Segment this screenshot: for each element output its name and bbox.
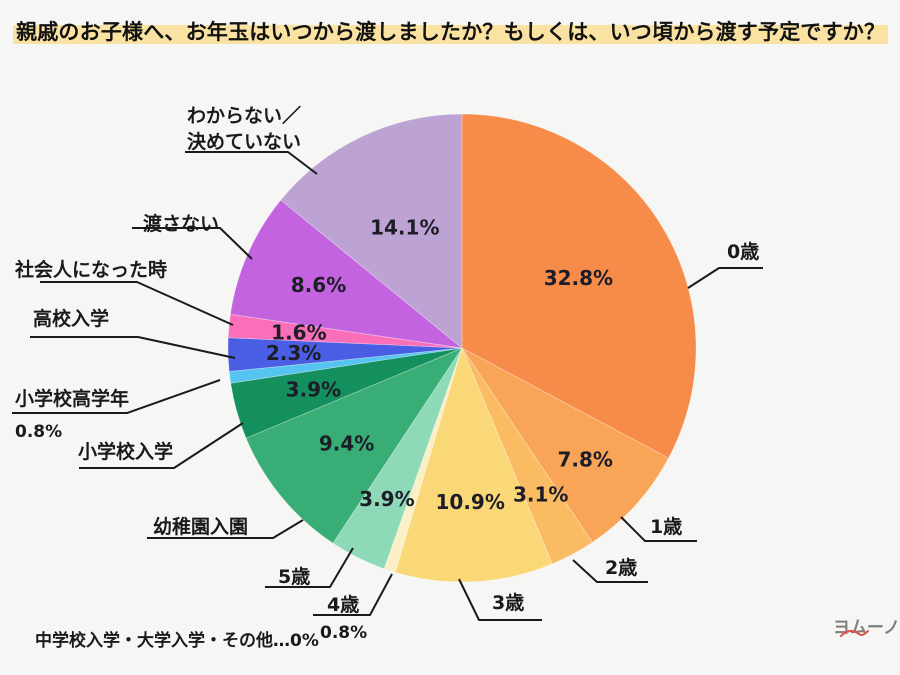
label-age2: 2歳 [605,557,637,579]
pie-slice-6 [245,347,463,544]
callout-line-age5 [265,547,354,588]
callout-line-unknown [185,151,318,175]
logo-swoosh-icon [840,630,869,637]
callout-lines [12,151,763,621]
pie-slice-3 [394,347,553,583]
pie-slice-5 [332,347,463,570]
callout-line-elementary-entry [79,422,244,469]
pie-slice-10 [227,313,463,349]
callout-line-elementary-upper [12,379,221,414]
callout-line-kindergarten [147,519,304,539]
label-elementary-upper: 小学校高学年 [15,387,129,410]
callout-line-age4 [313,573,393,616]
label-not-giving: 渡さない [143,212,219,235]
callout-line-working-adult [40,281,234,326]
label-elementary-entry: 小学校入学 [78,440,173,463]
slice-percent-6: 9.4% [319,432,374,456]
label-kindergarten: 幼稚園入園 [153,515,248,538]
pie-slice-8 [228,347,463,384]
slice-percent-9: 2.3% [266,341,321,365]
pie-slice-1 [461,347,669,543]
slice-percent-7: 3.9% [286,378,341,402]
callout-line-age0 [687,267,763,289]
slice-percent-1: 7.8% [557,447,612,471]
slice-percent-10: 1.6% [271,321,326,345]
label-unknown-line2: 決めていない [187,131,301,153]
label-working-adult: 社会人になった時 [14,258,167,281]
label-age1: 1歳 [650,516,682,538]
label-age3: 3歳 [492,592,524,614]
chart-title: 親戚のお子様へ、お年玉はいつから渡しましたか？もしくは、いつ頃から渡す予定ですか… [13,16,889,49]
logo: ヨムーノ [833,618,900,638]
slice-percent-0: 32.8% [544,266,613,290]
callout-line-highschool [30,336,236,359]
pie-slice-12 [280,113,463,349]
label-unknown-line1: わからない／ [187,104,301,127]
label-age4-percent: 0.8% [320,623,367,643]
label-age4: 4歳 [327,594,359,616]
callout-line-age2 [572,559,648,583]
pie-slice-9 [227,337,463,372]
label-highschool: 高校入学 [33,307,109,330]
callout-line-not-giving [132,227,253,260]
label-age5: 5歳 [278,566,310,588]
callout-labels: 0歳 1歳 2歳 3歳 4歳 0.8% 5歳 幼稚園入園 小学校入学 小学校高学… [14,104,759,643]
pie-slice-0 [461,113,697,459]
chart-title-text: 親戚のお子様へ、お年玉はいつから渡しましたか？もしくは、いつ頃から渡す予定ですか… [13,20,889,44]
pie-slice-7 [230,347,463,439]
slice-percent-labels: 32.8% 7.8% 3.1% 10.9% 3.9% 9.4% 3.9% 2.3%1.6% 8.… [266,216,613,515]
footnote-zero-categories: 中学校入学・大学入学・その他…0% [35,630,319,651]
pie-slice-4 [383,347,463,573]
slice-percent-3: 10.9% [436,490,505,514]
pie-slices [227,113,697,583]
label-elementary-upper-percent: 0.8% [15,422,62,442]
slice-percent-11: 8.6% [291,273,346,297]
label-age0: 0歳 [727,241,759,263]
slice-percent-12: 14.1% [370,216,439,240]
slice-percent-5: 3.9% [359,487,414,511]
pie-slice-2 [461,347,593,565]
slice-percent-2: 3.1% [513,482,568,506]
logo-text: ヨムーノ [833,618,900,638]
callout-line-age3 [458,578,542,621]
callout-line-age1 [620,516,697,542]
